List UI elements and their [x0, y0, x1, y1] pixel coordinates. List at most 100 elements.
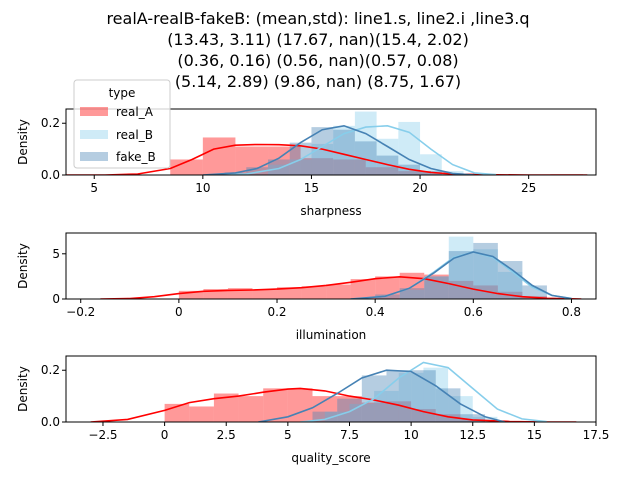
bar-fake_B [268, 159, 290, 175]
y-axis-label: Density [16, 119, 30, 165]
bar-real_A [227, 288, 253, 299]
kde-line-fake_B [350, 251, 572, 299]
bar-real_A [350, 279, 376, 299]
x-tick-label: 0.2 [267, 305, 286, 319]
bar-real_A [361, 402, 387, 422]
bar-real_A [178, 290, 204, 299]
axes-frame [65, 232, 597, 300]
x-tick-label: 25 [521, 181, 536, 195]
legend-label-fake-b: fake_B [116, 150, 156, 164]
legend: type real_A real_B fake_B [73, 79, 171, 169]
bar-real_A [301, 286, 327, 299]
y-axis-label: Density [16, 366, 30, 412]
bar-real_A [435, 414, 461, 422]
kde-line-real_B [213, 124, 497, 175]
y-tick-label: 0.2 [41, 116, 60, 130]
y-tick-label: 0 [52, 292, 60, 306]
x-tick-label: 0.4 [366, 305, 385, 319]
x-tick-label: 17.5 [583, 428, 610, 442]
legend-frame [73, 79, 171, 169]
legend-title: type [109, 86, 136, 100]
x-tick-label: 15 [304, 181, 319, 195]
bar-fake_B [333, 129, 355, 175]
x-tick-label: 10 [403, 428, 418, 442]
bar-fake_B [337, 398, 362, 422]
bar-real_A [337, 396, 362, 422]
x-tick-label: −2.5 [88, 428, 117, 442]
bar-real_A [424, 274, 449, 299]
bar-real_A [277, 287, 302, 299]
x-tick-label: 5 [90, 181, 98, 195]
x-tick-label: 0 [175, 305, 183, 319]
title-line-1: realA-realB-fakeB: (mean,std): line1.s, … [106, 9, 529, 28]
x-axis-label: quality_score [291, 451, 370, 465]
panel-quality_score: −2.5 0 2.5 5 7.5 10 12.5 15 17.5 0.0 0.2 quality_sc… [16, 355, 610, 465]
bar-real_A [460, 419, 486, 422]
y-axis-label: Density [16, 243, 30, 289]
bar-real_B [289, 159, 312, 175]
legend-swatch-fake-b [80, 152, 108, 161]
bar-real_A [252, 289, 278, 299]
bar-fake_B [460, 414, 486, 422]
bar-real_A [300, 158, 334, 175]
bar-real_B [311, 143, 334, 175]
panel-illumination: −0.2 0 0.2 0.4 0.6 0.8 0 5 illumination Density [16, 232, 597, 342]
bar-real_B [333, 125, 355, 175]
bar-real_B [399, 289, 425, 299]
bar-fake_B [399, 288, 425, 299]
bar-fake_B [246, 167, 269, 175]
x-tick-label: 0.6 [464, 305, 483, 319]
figure-title: realA-realB-fakeB: (mean,std): line1.s, … [106, 9, 529, 91]
bar-real_A [170, 159, 203, 175]
axes-frame [65, 355, 597, 423]
bar-real_A [263, 388, 288, 422]
legend-swatch-real-a [80, 107, 108, 116]
bar-real_A [398, 171, 431, 175]
bar-real_A [473, 285, 498, 299]
x-tick-label: 10 [195, 181, 210, 195]
bar-real_A [238, 396, 264, 422]
histogram-real_A [170, 137, 583, 175]
kde-line-real_A [100, 275, 582, 299]
bar-real_A [333, 159, 366, 175]
legend-swatch-real-b [80, 130, 108, 139]
bar-fake_B [312, 411, 338, 422]
x-tick-label: 15 [527, 428, 542, 442]
bar-real_B [268, 164, 290, 175]
y-tick-label: 0.0 [41, 415, 60, 429]
kde-line-real_A [90, 387, 577, 422]
bar-real_A [365, 167, 399, 175]
bar-real_A [326, 284, 351, 299]
kde-line-fake_B [258, 369, 506, 422]
y-tick-label: 5 [52, 247, 60, 261]
plot-area [90, 361, 577, 422]
kde-line-real_B [300, 361, 547, 422]
axes-frame [65, 108, 597, 176]
title-line-2: (13.43, 3.11) (17.67, nan)(15.4, 2.02) [167, 30, 469, 49]
bar-fake_B [522, 285, 547, 299]
x-tick-label: 7.5 [340, 428, 359, 442]
x-tick-label: 2.5 [217, 428, 236, 442]
bar-fake_B [311, 127, 334, 175]
kde-line-fake_B [202, 124, 475, 175]
x-tick-label: −0.2 [66, 305, 95, 319]
plot-area [100, 236, 582, 299]
plot-area [66, 111, 588, 175]
bar-real_B [324, 411, 350, 422]
bar-real_A [287, 388, 313, 422]
bar-real_B [398, 372, 424, 422]
title-line-3: (0.36, 0.16) (0.56, nan)(0.57, 0.08) [177, 51, 458, 70]
bar-real_A [202, 137, 236, 175]
bar-real_A [189, 406, 214, 422]
x-axis-label: illumination [296, 328, 367, 342]
x-tick-label: 0 [161, 428, 169, 442]
legend-label-real-b: real_B [116, 128, 153, 142]
legend-label-real-a: real_A [116, 105, 154, 119]
y-tick-label: 0.2 [41, 363, 60, 377]
x-tick-label: 5 [284, 428, 292, 442]
bar-fake_B [354, 141, 377, 175]
bar-real_A [203, 289, 228, 299]
x-tick-label: 12.5 [459, 428, 486, 442]
x-axis-label: sharpness [300, 204, 361, 218]
